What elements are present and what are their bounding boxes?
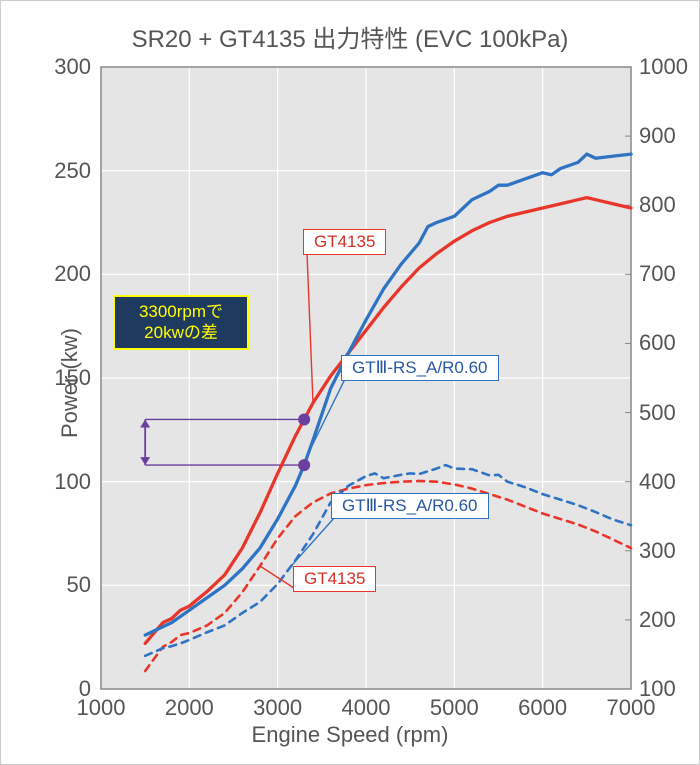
y-right-tick-label: 500 xyxy=(639,400,676,426)
series-power_gt4135 xyxy=(145,198,631,644)
callout-c_power_gt4135: GT4135 xyxy=(303,229,386,255)
highlight-box: 3300rpmで20kwの差 xyxy=(113,295,249,350)
chart-title: SR20 + GT4135 出力特性 (EVC 100kPa) xyxy=(1,19,699,54)
y-right-tick-label: 600 xyxy=(639,330,676,356)
y-left-tick-label: 300 xyxy=(54,54,91,80)
y-left-tick-label: 150 xyxy=(54,365,91,391)
y-right-tick-label: 200 xyxy=(639,607,676,633)
y-right-tick-label: 900 xyxy=(639,123,676,149)
y-right-tick-label: 700 xyxy=(639,261,676,287)
y-left-tick-label: 0 xyxy=(79,676,91,702)
y-right-tick-label: 300 xyxy=(639,538,676,564)
y-left-tick-label: 50 xyxy=(67,572,91,598)
x-tick-label: 4000 xyxy=(342,695,391,721)
chart-frame: SR20 + GT4135 出力特性 (EVC 100kPa) Power (k… xyxy=(0,0,700,765)
y-right-tick-label: 800 xyxy=(639,192,676,218)
y-left-tick-label: 250 xyxy=(54,158,91,184)
y-left-tick-label: 200 xyxy=(54,261,91,287)
x-tick-label: 3000 xyxy=(253,695,302,721)
callout-c_torque_gt4135: GT4135 xyxy=(293,566,376,592)
y-left-tick-label: 100 xyxy=(54,469,91,495)
callout-c_torque_gt3rs: GTⅢ-RS_A/R0.60 xyxy=(331,493,489,519)
x-tick-label: 5000 xyxy=(430,695,479,721)
y-right-tick-label: 1000 xyxy=(639,54,688,80)
x-axis-label: Engine Speed (rpm) xyxy=(1,722,699,748)
y-right-tick-label: 100 xyxy=(639,676,676,702)
callout-c_power_gt3rs: GTⅢ-RS_A/R0.60 xyxy=(341,355,499,381)
series-power_gt3rs xyxy=(145,154,631,635)
y-right-tick-label: 400 xyxy=(639,469,676,495)
x-tick-label: 6000 xyxy=(518,695,567,721)
x-tick-label: 2000 xyxy=(165,695,214,721)
